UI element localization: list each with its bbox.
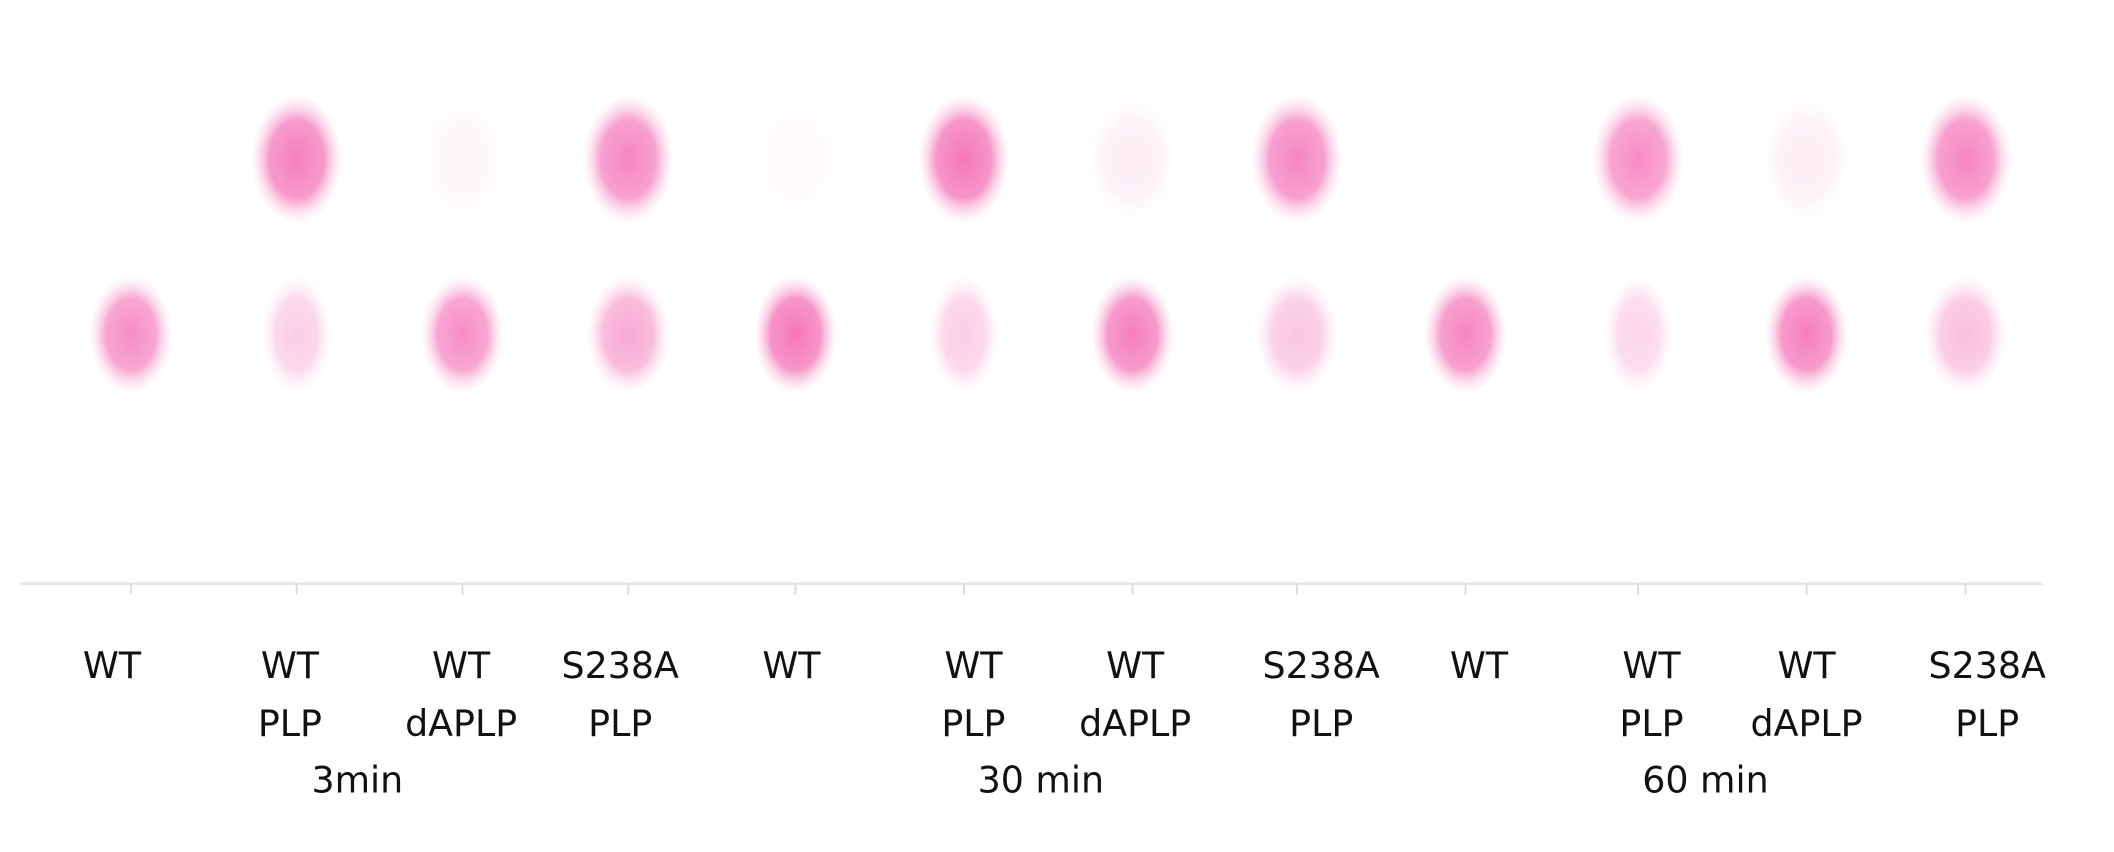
spot-lower [420, 275, 505, 394]
spot-upper [582, 94, 675, 224]
time-label: 3min [311, 758, 403, 801]
spot-upper [1760, 94, 1853, 224]
spot-upper [1919, 94, 2012, 224]
spot-lower [261, 275, 332, 394]
spot-upper [1592, 94, 1684, 224]
lane-label: WT [261, 644, 320, 687]
time-label: 30 min [978, 758, 1104, 801]
lane-label: PLP [588, 702, 652, 745]
lane-label: WT [432, 644, 491, 687]
lane-label: WT [1450, 644, 1509, 687]
spot-lower [753, 275, 838, 394]
spot-lower [89, 275, 173, 394]
spot-upper [416, 94, 509, 224]
spot-lower [1764, 275, 1849, 394]
lane-label: PLP [258, 702, 322, 745]
lane-label: PLP [1955, 702, 2019, 745]
spot-lower [1923, 275, 2008, 394]
spot-lower [1255, 275, 1339, 394]
lane-label: WT [762, 644, 821, 687]
lane-label: WT [83, 644, 142, 687]
spot-lower [586, 275, 671, 394]
lane-label: dAPLP [1750, 702, 1862, 745]
lane-label: WT [1106, 644, 1165, 687]
spot-upper [918, 94, 1010, 224]
lane-label: PLP [1289, 702, 1353, 745]
lane-label: WT [1777, 644, 1836, 687]
lane-label: PLP [1619, 702, 1683, 745]
lane-label: WT [944, 644, 1003, 687]
lane-label: S238A [1928, 644, 2046, 687]
spot-upper [1086, 94, 1179, 224]
spot-upper [1251, 94, 1343, 224]
spot-lower [1423, 275, 1508, 394]
lane-label: dAPLP [405, 702, 517, 745]
lane-label: dAPLP [1079, 702, 1191, 745]
spot-upper [749, 94, 842, 224]
lane-label: S238A [1263, 644, 1381, 687]
lane-label: S238A [562, 644, 680, 687]
lane-label: PLP [941, 702, 1005, 745]
time-label: 60 min [1642, 758, 1768, 801]
spot-lower [928, 275, 1000, 394]
spot-lower [1090, 275, 1175, 394]
spot-lower [1602, 275, 1674, 394]
lane-label: WT [1622, 644, 1681, 687]
spot-upper [250, 94, 343, 224]
